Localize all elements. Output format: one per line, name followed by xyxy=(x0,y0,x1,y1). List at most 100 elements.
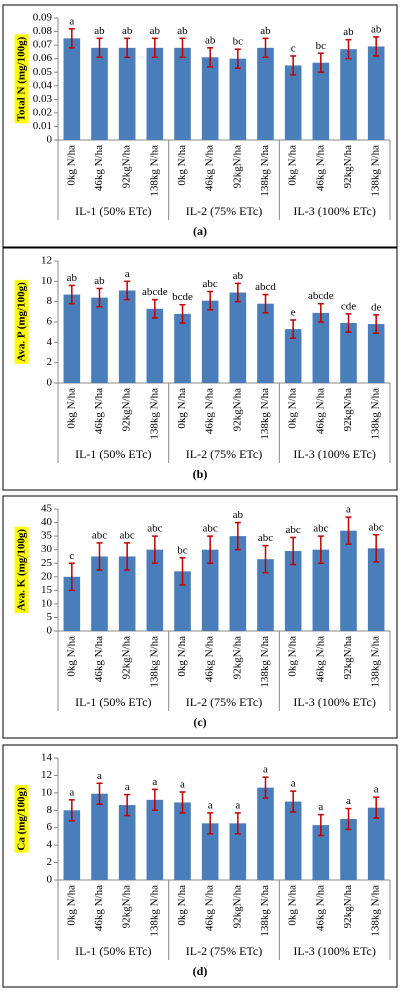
x-tick-label: 138kg N/ha xyxy=(370,145,382,197)
bar xyxy=(146,47,164,141)
y-tick-label: 10 xyxy=(41,597,53,609)
error-bar xyxy=(290,55,297,76)
error-bar xyxy=(124,542,131,571)
bar xyxy=(174,571,191,631)
error-bar xyxy=(124,793,131,817)
x-tick-label: 92kgN/ha xyxy=(231,636,243,680)
x-tick-label: 92kgN/ha xyxy=(121,885,133,929)
y-tick-label: 0 xyxy=(47,874,53,886)
error-bar xyxy=(373,534,380,563)
x-tick-label: 46kg N/ha xyxy=(314,145,326,191)
error-bar xyxy=(68,562,75,592)
panel-border xyxy=(2,4,398,248)
bar xyxy=(257,559,274,631)
bar xyxy=(91,297,108,383)
error-bar xyxy=(262,293,269,314)
bar xyxy=(118,47,136,141)
significance-letter: ab xyxy=(94,25,105,37)
x-tick-label: 0kg N/ha xyxy=(176,885,188,926)
x-tick-label: 46kg N/ha xyxy=(93,885,105,931)
significance-letter: abc xyxy=(120,529,135,541)
y-axis-label: Ca (mg/100g) xyxy=(16,787,28,851)
significance-letter: a xyxy=(69,786,74,798)
x-tick-label: 46kg N/ha xyxy=(204,388,216,434)
x-tick-label: 92kgN/ha xyxy=(231,388,243,432)
x-tick-label: 138kg N/ha xyxy=(259,636,271,688)
bar xyxy=(201,300,219,383)
chart-panel: Total N (mg/100g) 0 0.01 0.020.03 0.040.05 0.… xyxy=(2,4,398,248)
bar xyxy=(229,823,247,880)
y-tick-label: 35 xyxy=(41,530,53,542)
group-label: IL-2 (75% ETc) xyxy=(186,695,262,709)
bar xyxy=(284,65,302,140)
y-tick-label: 6 xyxy=(47,316,53,328)
y-tick-label: 25 xyxy=(41,557,53,569)
panel-border xyxy=(2,744,398,988)
significance-letter: abcde xyxy=(142,286,168,298)
y-tick-label: 45 xyxy=(41,503,53,515)
significance-letter: ab xyxy=(205,34,216,46)
significance-letter: a xyxy=(97,770,102,782)
error-bar xyxy=(345,313,352,333)
panel-label: (b) xyxy=(193,467,208,481)
significance-letter: ab xyxy=(150,25,161,37)
significance-letter: a xyxy=(235,799,240,811)
bar xyxy=(174,802,191,880)
significance-letter: abc xyxy=(203,523,218,535)
error-bar xyxy=(124,37,131,59)
significance-letter: a xyxy=(125,781,130,793)
significance-letter: abc xyxy=(147,523,162,535)
group-label: IL-3 (100% ETc) xyxy=(293,447,375,461)
panel-label: (d) xyxy=(193,964,208,978)
error-bar xyxy=(373,796,380,819)
error-bar xyxy=(96,287,103,308)
bar xyxy=(91,793,108,880)
x-tick-label: 46kg N/ha xyxy=(93,388,105,434)
x-tick-label: 138kg N/ha xyxy=(148,388,160,440)
bar xyxy=(201,823,219,880)
significance-letter: abc xyxy=(258,532,273,544)
bar xyxy=(146,799,164,880)
bar xyxy=(91,556,108,631)
x-tick-label: 92kgN/ha xyxy=(231,145,243,189)
error-bar xyxy=(68,284,75,305)
x-tick-label: 138kg N/ha xyxy=(148,885,160,937)
error-bar xyxy=(207,47,214,68)
bar xyxy=(340,323,357,383)
significance-letter: bcde xyxy=(172,291,193,303)
group-label: IL-1 (50% ETc) xyxy=(75,447,151,461)
significance-letter: ab xyxy=(67,272,78,284)
group-label: IL-2 (75% ETc) xyxy=(186,447,262,461)
significance-letter: ab xyxy=(233,270,244,282)
error-bar xyxy=(124,280,131,301)
significance-letter: a xyxy=(69,15,74,27)
x-tick-label: 46kg N/ha xyxy=(314,636,326,682)
x-tick-label: 0kg N/ha xyxy=(176,388,188,429)
y-tick-label: 12 xyxy=(41,255,52,267)
error-bar xyxy=(317,813,324,837)
bar xyxy=(340,49,357,140)
error-bar xyxy=(96,37,103,59)
y-label-highlight xyxy=(14,785,29,853)
error-bar xyxy=(68,799,75,822)
y-tick-label: 20 xyxy=(41,570,53,582)
bar xyxy=(312,549,330,631)
error-bar xyxy=(345,38,352,60)
significance-letter: abcde xyxy=(308,290,334,302)
error-bar xyxy=(373,36,380,57)
x-tick-label: 92kgN/ha xyxy=(231,885,243,929)
error-bar xyxy=(290,536,297,566)
significance-letter: abc xyxy=(313,523,328,535)
group-label: IL-2 (75% ETc) xyxy=(186,944,262,958)
bar xyxy=(174,313,191,383)
significance-letter: bc xyxy=(233,36,244,48)
significance-letter: a xyxy=(208,799,213,811)
bar xyxy=(367,324,385,383)
y-tick-label: 8 xyxy=(47,804,53,816)
error-bar xyxy=(262,776,269,799)
y-tick-label: 0 xyxy=(47,134,53,146)
y-tick-label: 0.02 xyxy=(33,106,52,118)
error-bar xyxy=(207,535,214,564)
significance-letter: bc xyxy=(177,544,188,556)
